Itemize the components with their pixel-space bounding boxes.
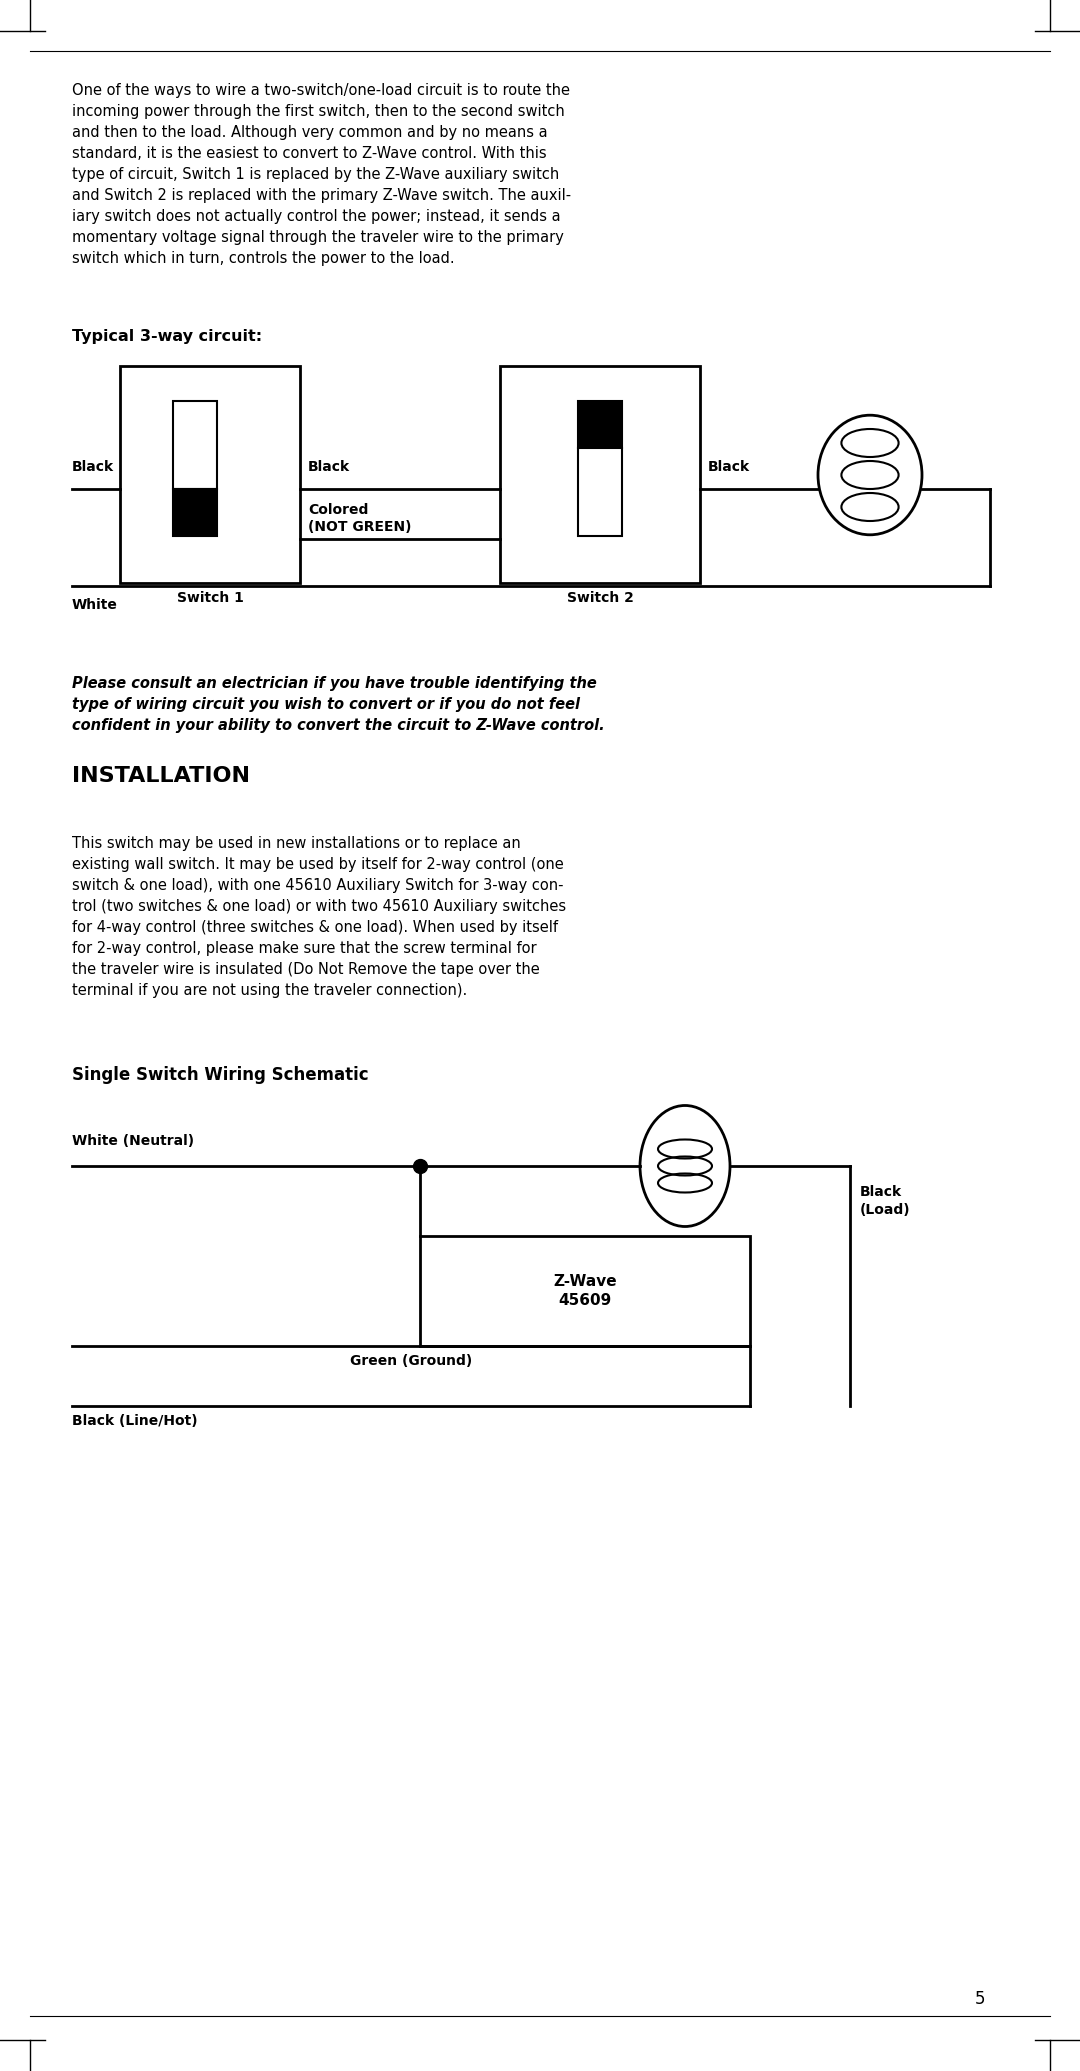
Text: Black: Black: [708, 460, 751, 474]
Bar: [578, 447, 622, 536]
Text: Switch 2: Switch 2: [567, 590, 634, 605]
Text: Switch 1: Switch 1: [176, 590, 243, 605]
Bar: [420, 1236, 750, 1346]
Text: Black (Line/Hot): Black (Line/Hot): [72, 1414, 198, 1429]
Bar: [173, 489, 217, 536]
Text: Green (Ground): Green (Ground): [350, 1354, 472, 1369]
Bar: [173, 402, 217, 489]
Text: Colored
(NOT GREEN): Colored (NOT GREEN): [308, 503, 411, 534]
Bar: [500, 367, 700, 584]
Bar: [578, 402, 622, 447]
Text: Please consult an electrician if you have trouble identifying the
type of wiring: Please consult an electrician if you hav…: [72, 675, 605, 733]
Bar: [120, 367, 300, 584]
Text: Black: Black: [308, 460, 350, 474]
Text: Black
(Load): Black (Load): [860, 1185, 910, 1216]
Text: INSTALLATION: INSTALLATION: [72, 766, 249, 787]
Text: White (Neutral): White (Neutral): [72, 1135, 194, 1147]
Text: Typical 3-way circuit:: Typical 3-way circuit:: [72, 329, 262, 344]
Text: White: White: [72, 599, 118, 613]
Text: Z-Wave
45609: Z-Wave 45609: [553, 1274, 617, 1309]
Text: One of the ways to wire a two-switch/one-load circuit is to route the
incoming p: One of the ways to wire a two-switch/one…: [72, 83, 571, 265]
Text: This switch may be used in new installations or to replace an
existing wall swit: This switch may be used in new installat…: [72, 837, 566, 998]
Text: Single Switch Wiring Schematic: Single Switch Wiring Schematic: [72, 1067, 368, 1083]
Text: Black: Black: [72, 460, 114, 474]
Text: 5: 5: [975, 1990, 985, 2009]
